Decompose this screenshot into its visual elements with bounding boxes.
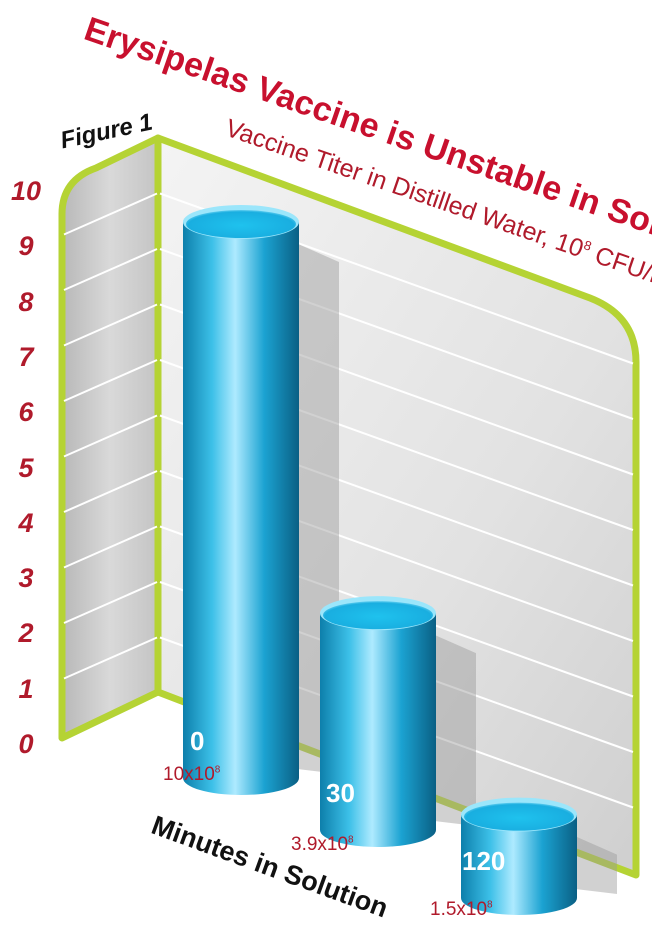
value-label-base: 1.5x10 <box>430 899 488 920</box>
value-label-exponent: 8 <box>487 899 493 911</box>
bar-body <box>461 814 577 915</box>
y-tick-label: 4 <box>18 507 34 538</box>
y-tick-label: 3 <box>18 563 34 594</box>
grid-line <box>63 303 158 347</box>
bar-body <box>320 613 436 847</box>
category-label: 120 <box>462 846 506 876</box>
grid-line <box>63 581 158 624</box>
left-wall <box>58 134 162 742</box>
y-tick-label: 7 <box>18 341 34 372</box>
y-tick-label: 0 <box>18 729 34 759</box>
y-tick-label: 8 <box>18 286 34 317</box>
y-tick-label: 5 <box>18 452 34 483</box>
value-label: 3.9x108 <box>291 834 354 856</box>
grid-line <box>63 192 158 236</box>
y-tick-label: 10 <box>10 176 42 206</box>
bar-30 <box>320 596 436 847</box>
bar-top <box>464 802 574 831</box>
value-label: 10x108 <box>163 764 220 786</box>
bar-top <box>186 210 296 238</box>
bar-top <box>323 601 433 630</box>
bar-0 <box>183 205 299 795</box>
grid-line <box>63 470 158 513</box>
bar-shadow <box>567 832 617 894</box>
grid-line <box>63 248 158 291</box>
bars <box>183 205 577 915</box>
bar-body <box>183 222 299 795</box>
y-tick-label: 6 <box>18 397 34 428</box>
category-label: 0 <box>190 726 205 756</box>
grid-line <box>63 414 158 458</box>
value-label: 1.5x108 <box>430 899 493 921</box>
value-label-base: 3.9x10 <box>291 834 349 855</box>
bar-120 <box>461 797 577 915</box>
value-label-exponent: 8 <box>348 834 354 846</box>
grid-line <box>63 636 158 680</box>
bar-shadow <box>426 631 476 826</box>
value-label-base: 10x10 <box>163 764 215 785</box>
y-tick-label: 1 <box>18 673 34 704</box>
grid-line <box>63 359 158 402</box>
grid-line <box>63 525 158 569</box>
category-label: 30 <box>326 778 355 808</box>
y-tick-label: 2 <box>18 618 34 649</box>
value-label-exponent: 8 <box>214 764 221 776</box>
y-tick-label: 9 <box>18 231 34 262</box>
